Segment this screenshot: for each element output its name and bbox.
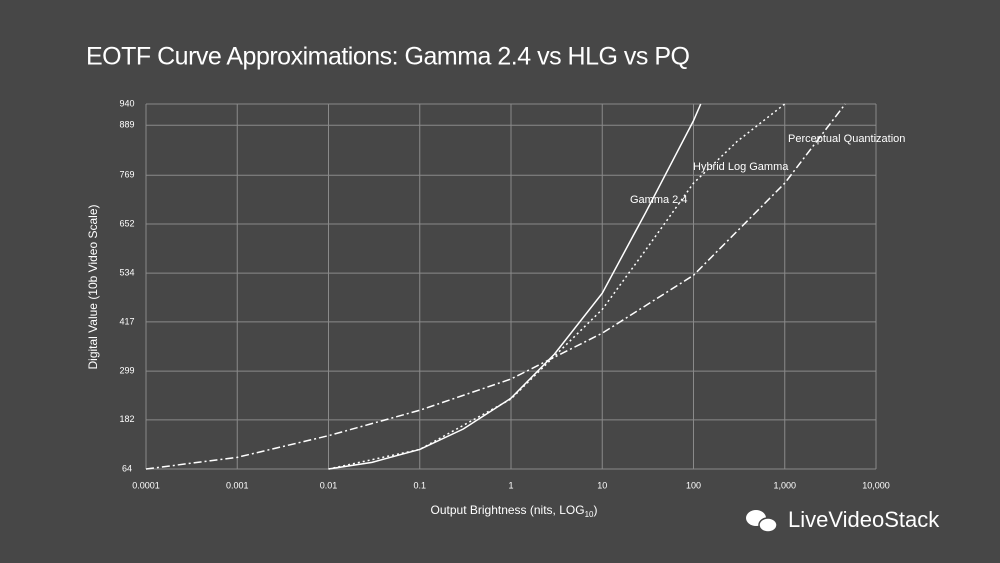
x-tick-label: 0.001 — [226, 480, 249, 490]
y-tick-label: 299 — [119, 365, 134, 375]
series-line — [328, 103, 702, 470]
watermark: LiveVideoStack — [788, 507, 940, 532]
x-axis-label: Output Brightness (nits, LOG10) — [431, 503, 598, 519]
x-tick-label: 10 — [597, 480, 607, 490]
x-tick-label: 100 — [686, 480, 701, 490]
x-tick-label: 0.1 — [413, 480, 426, 490]
series-line — [328, 103, 786, 470]
series-label: Perceptual Quantization — [788, 133, 905, 145]
y-axis-label: Digital Value (10b Video Scale) — [86, 205, 100, 370]
y-tick-label: 534 — [119, 268, 134, 278]
y-tick-label: 182 — [119, 414, 134, 424]
y-tick-label: 769 — [119, 170, 134, 180]
x-tick-label: 0.0001 — [132, 480, 160, 490]
chart-title: EOTF Curve Approximations: Gamma 2.4 vs … — [86, 43, 690, 71]
series-line — [145, 103, 846, 470]
x-axis-label-main: Output Brightness (nits, LOG — [431, 503, 585, 517]
x-tick-label: 1 — [508, 480, 513, 490]
x-axis-label-end: ) — [593, 503, 597, 517]
x-tick-label: 1,000 — [773, 480, 796, 490]
y-tick-label: 417 — [119, 316, 134, 326]
x-axis-label-sub: 10 — [585, 510, 594, 519]
y-tick-label: 889 — [119, 120, 134, 130]
x-tick-label: 10,000 — [862, 480, 890, 490]
y-tick-label: 652 — [119, 218, 134, 228]
x-tick-label: 0.01 — [320, 480, 338, 490]
y-tick-label: 940 — [119, 98, 134, 108]
y-tick-label: 64 — [122, 463, 132, 473]
watermark-icon — [746, 510, 778, 533]
series-label: Gamma 2.4 — [630, 194, 687, 206]
series-label: Hybrid Log Gamma — [693, 161, 789, 173]
